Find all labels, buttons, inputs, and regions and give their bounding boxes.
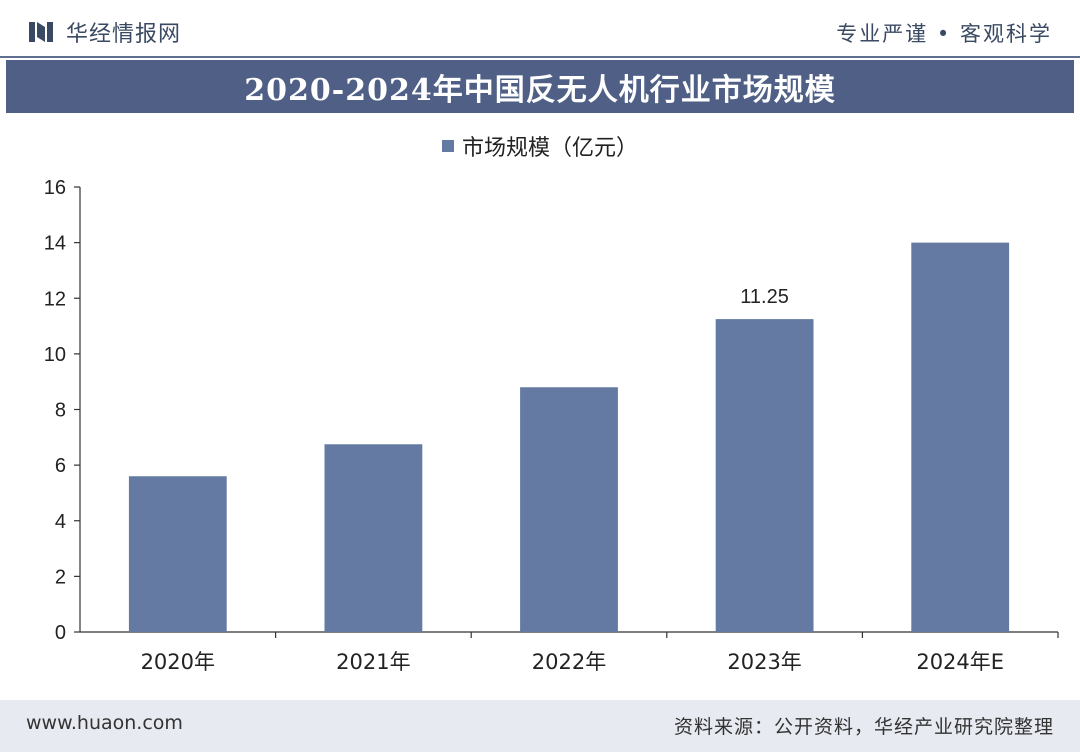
slogan: 专业严谨 • 客观科学 (836, 18, 1052, 48)
x-tick-label-2: 2021年 (336, 650, 410, 674)
slogan-right: 客观科学 (960, 22, 1052, 46)
bar-4 (715, 319, 814, 632)
chart-title: 2020-2024年中国反无人机行业市场规模 (244, 72, 836, 108)
y-tick-label-16: 16 (44, 177, 66, 199)
bar-1 (128, 476, 227, 632)
footer: www.huaon.com 资料来源：公开资料，华经产业研究院整理 (0, 700, 1080, 752)
y-tick-label-12: 12 (44, 288, 66, 310)
bar-chart: 0 2 4 6 8 10 12 14 16 2020年 2021年 2022年 2023年 11.25 20… (44, 177, 1059, 674)
title-banner: 2020-2024年中国反无人机行业市场规模 (6, 60, 1074, 113)
y-tick-label-0: 0 (55, 622, 66, 644)
brand-logo-icon (28, 19, 54, 45)
legend-swatch (441, 140, 454, 152)
website-link[interactable]: www.huaon.com (26, 712, 183, 734)
brand-logo: 华经情报网 (28, 18, 182, 47)
bar-2 (324, 444, 423, 632)
source-note: 资料来源：公开资料，华经产业研究院整理 (673, 716, 1054, 738)
y-tick-label-2: 2 (55, 566, 66, 588)
x-tick-label-5: 2024年E (916, 650, 1004, 674)
header-rule (0, 56, 1080, 58)
x-tick-label-4: 2023年 (727, 650, 801, 674)
bar-5 (911, 242, 1010, 632)
y-tick-label-14: 14 (44, 233, 66, 255)
legend-label: 市场规模（亿元） (461, 136, 638, 161)
slogan-bullet: • (936, 22, 952, 46)
top-bar: 华经情报网 专业严谨 • 客观科学 (0, 0, 1080, 58)
y-tick-label-8: 8 (55, 400, 66, 422)
brand-name: 华经情报网 (66, 22, 182, 47)
y-tick-label-4: 4 (55, 511, 66, 533)
data-label-4: 11.25 (740, 286, 789, 308)
bar-3 (520, 387, 618, 632)
x-tick-label-3: 2022年 (532, 650, 606, 674)
y-tick-label-10: 10 (44, 344, 66, 366)
y-tick-label-6: 6 (55, 455, 66, 477)
slogan-left: 专业严谨 (836, 22, 929, 46)
legend: 市场规模（亿元） (0, 130, 1080, 162)
x-tick-label-1: 2020年 (141, 650, 215, 674)
